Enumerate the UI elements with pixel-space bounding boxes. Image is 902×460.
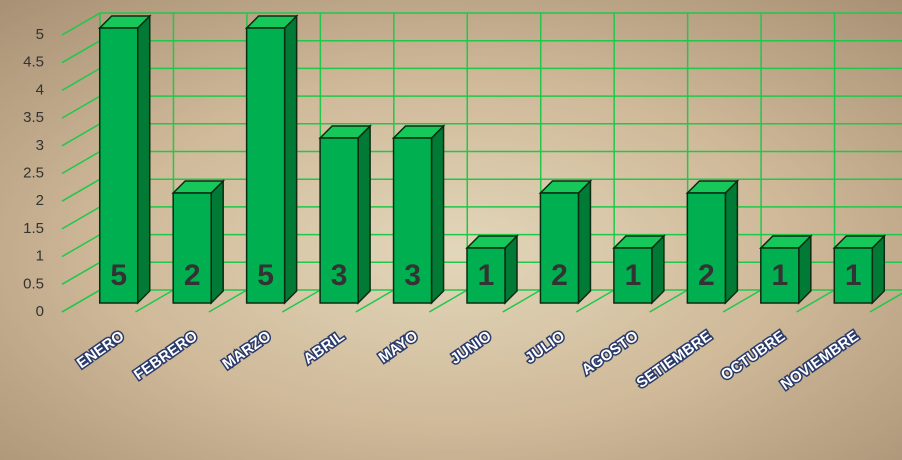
bar xyxy=(686,192,727,304)
grid-line-side xyxy=(61,40,101,64)
grid-line-side xyxy=(61,123,101,147)
grid-line-side xyxy=(61,12,101,36)
y-tick-label: 1 xyxy=(36,248,44,265)
y-tick-label: 3 xyxy=(36,137,44,154)
grid-line-side xyxy=(61,206,101,230)
floor-divider xyxy=(428,289,468,313)
bar xyxy=(392,137,433,304)
grid-line-side xyxy=(61,233,101,258)
y-tick-label: 2.5 xyxy=(23,164,44,181)
floor-divider xyxy=(502,289,542,313)
bar-side xyxy=(430,124,445,305)
floor-divider xyxy=(208,289,248,313)
value-label: 5 xyxy=(257,259,274,292)
value-label: 2 xyxy=(698,259,715,292)
value-label: 1 xyxy=(478,259,495,292)
value-label: 3 xyxy=(404,259,421,292)
bar-side xyxy=(210,179,224,305)
y-tick-label: 5 xyxy=(36,26,44,43)
floor-divider xyxy=(575,289,615,313)
bar-side xyxy=(136,14,151,305)
floor-divider xyxy=(649,289,689,313)
value-label: 2 xyxy=(551,259,568,292)
bar xyxy=(539,192,580,304)
y-tick-label: 4 xyxy=(36,81,44,98)
bar xyxy=(833,247,874,304)
bar xyxy=(613,247,653,304)
y-tick-label: 4.5 xyxy=(23,54,44,71)
bar xyxy=(245,27,286,304)
bar-side xyxy=(577,179,592,305)
grid-line-side xyxy=(61,67,101,92)
bar-side xyxy=(724,179,739,305)
bar xyxy=(760,247,800,304)
floor-divider xyxy=(355,289,395,313)
bar-side xyxy=(357,124,371,305)
floor-divider xyxy=(796,289,835,313)
grid-line-side xyxy=(61,95,101,119)
floor-divider xyxy=(281,289,321,313)
y-tick-label: 2 xyxy=(36,192,44,209)
value-label: 1 xyxy=(625,259,642,292)
grid-line-side xyxy=(61,150,101,175)
value-label: 5 xyxy=(110,259,127,292)
floor-divider xyxy=(722,289,762,313)
y-tick-label: 1.5 xyxy=(23,220,44,237)
value-label: 2 xyxy=(184,259,201,292)
value-label: 1 xyxy=(845,259,862,292)
y-tick-label: 0 xyxy=(36,303,44,320)
grid-line-side xyxy=(61,178,101,202)
y-tick-label: 3.5 xyxy=(23,109,44,126)
floor-divider xyxy=(135,289,174,313)
bar xyxy=(319,137,359,304)
bar-side xyxy=(283,14,298,305)
value-label: 3 xyxy=(331,259,348,292)
bar xyxy=(98,27,139,304)
value-label: 1 xyxy=(771,259,788,292)
bar xyxy=(172,192,212,304)
floor-divider xyxy=(61,289,101,313)
y-tick-label: 0.5 xyxy=(23,275,44,292)
grid-line-side xyxy=(61,261,101,285)
bar xyxy=(466,247,506,304)
